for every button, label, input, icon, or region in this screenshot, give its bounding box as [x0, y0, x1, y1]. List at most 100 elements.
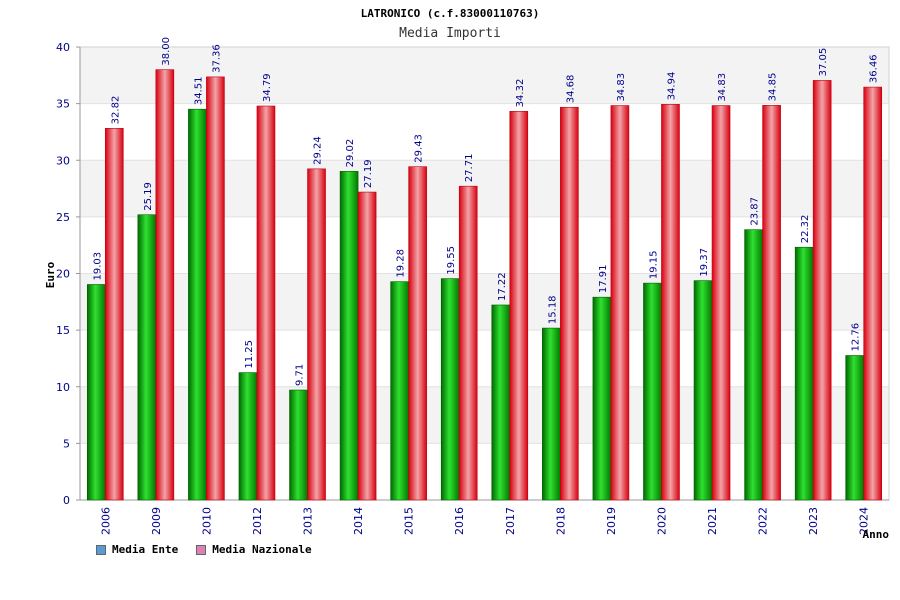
bar-media-ente [845, 355, 865, 501]
bar-media-ente [643, 282, 662, 501]
bar-media-nazionale [206, 76, 225, 501]
bar-media-ente [491, 304, 511, 501]
y-tick-label: 35 [56, 98, 70, 111]
x-tick-label: 2024 [858, 507, 871, 535]
chart-subtitle: Media Importi [399, 26, 501, 41]
data-label: 37.36 [211, 44, 222, 73]
data-label: 34.32 [515, 79, 526, 108]
data-label: 34.94 [666, 72, 677, 101]
data-label: 36.46 [869, 54, 880, 83]
x-tick-label: 2014 [352, 507, 365, 535]
bar-media-nazionale [357, 191, 377, 501]
legend: Media Ente Media Nazionale [96, 543, 312, 556]
bar-media-ente [188, 108, 207, 501]
bar-media-nazionale [661, 104, 680, 501]
bar-media-ente [238, 372, 258, 501]
x-tick-label: 2010 [200, 507, 213, 535]
bar-media-ente [289, 389, 308, 501]
x-tick-label: 2015 [403, 507, 416, 535]
legend-swatch-media-ente [96, 544, 106, 555]
bar-media-ente [339, 171, 359, 501]
y-tick-label: 15 [56, 324, 70, 337]
data-label: 34.51 [193, 77, 204, 106]
x-tick-label: 2018 [554, 507, 567, 535]
bar-media-nazionale [458, 185, 478, 501]
legend-item-media-nazionale: Media Nazionale [196, 543, 312, 556]
data-label: 25.19 [143, 182, 154, 211]
data-label: 12.76 [851, 323, 862, 352]
data-label: 19.37 [699, 248, 710, 277]
x-tick-label: 2020 [655, 507, 668, 535]
y-tick-label: 0 [63, 494, 70, 507]
data-label: 27.71 [464, 154, 475, 183]
data-label: 19.15 [648, 250, 659, 279]
y-axis-label: Euro [44, 261, 57, 288]
bar-media-ente [744, 229, 763, 501]
y-tick-label: 10 [56, 381, 70, 394]
x-tick-label: 2019 [605, 507, 618, 535]
bar-media-nazionale [509, 111, 529, 501]
legend-label-media-nazionale: Media Nazionale [212, 543, 312, 556]
chart-title: LATRONICO (c.f.83000110763) [361, 7, 540, 20]
bar-media-ente [592, 296, 612, 501]
data-label: 11.25 [244, 340, 255, 369]
data-label: 38.00 [161, 37, 172, 66]
data-label: 23.87 [750, 197, 761, 226]
bar-media-nazionale [762, 105, 781, 501]
bar-media-nazionale [408, 166, 427, 501]
data-label: 19.55 [446, 246, 457, 275]
bar-media-ente [542, 327, 561, 501]
data-label: 34.85 [768, 73, 779, 102]
data-label: 37.05 [818, 48, 829, 77]
x-tick-label: 2023 [807, 507, 820, 535]
x-tick-label: 2006 [99, 507, 112, 535]
bar-media-ente [390, 281, 409, 501]
bar-media-nazionale [560, 106, 579, 501]
data-label: 34.83 [616, 73, 627, 102]
x-tick-label: 2012 [251, 507, 264, 535]
bar-media-nazionale [610, 105, 630, 501]
bar-media-nazionale [812, 80, 832, 501]
y-tick-label: 40 [56, 41, 70, 54]
bar-media-nazionale [863, 86, 883, 501]
x-tick-label: 2016 [453, 507, 466, 535]
y-tick-label: 25 [56, 211, 70, 224]
data-label: 15.18 [547, 295, 558, 324]
legend-swatch-media-nazionale [196, 544, 207, 555]
x-tick-label: 2022 [757, 507, 770, 535]
data-label: 29.43 [414, 134, 425, 163]
bar-media-ente [440, 278, 460, 501]
data-label: 32.82 [110, 96, 121, 125]
data-label: 34.68 [565, 75, 576, 104]
data-label: 19.03 [92, 252, 103, 281]
plot-area: 0 5 10 15 20 25 30 35 40 19.03 32.82 2006 25.19 38.00… [56, 37, 890, 535]
bar-media-ente [86, 284, 106, 501]
x-axis-label: Anno [863, 528, 890, 541]
data-label: 29.02 [345, 139, 356, 168]
data-label: 34.83 [717, 73, 728, 102]
bar-media-nazionale [711, 105, 731, 501]
legend-label-media-ente: Media Ente [112, 543, 179, 556]
bar-media-ente [137, 214, 157, 501]
legend-item-media-ente: Media Ente [96, 543, 178, 556]
y-tick-label: 20 [56, 268, 70, 281]
data-label: 27.19 [363, 159, 374, 188]
x-tick-label: 2021 [706, 507, 719, 535]
bar-media-ente [693, 280, 713, 501]
data-label: 17.22 [497, 272, 508, 301]
data-label: 19.28 [396, 249, 407, 278]
y-tick-label: 30 [56, 154, 70, 167]
data-label: 9.71 [295, 364, 306, 386]
data-label: 34.79 [262, 73, 273, 102]
data-label: 22.32 [800, 215, 811, 244]
x-tick-label: 2013 [302, 507, 315, 535]
x-tick-label: 2017 [504, 507, 517, 535]
bar-media-nazionale [256, 105, 276, 501]
bar-media-nazionale [155, 69, 175, 501]
bar-media-nazionale [104, 128, 124, 501]
data-label: 17.91 [598, 265, 609, 294]
bar-media-ente [794, 246, 814, 501]
bar-media-nazionale [307, 168, 326, 501]
y-tick-label: 5 [63, 437, 70, 450]
